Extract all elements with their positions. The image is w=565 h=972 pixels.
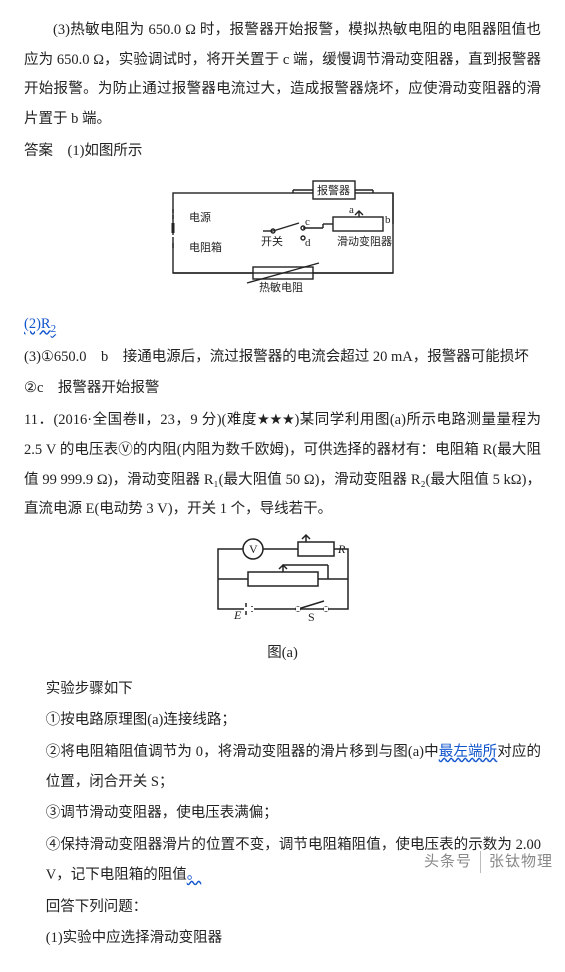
fig2-E: E [233, 608, 242, 621]
part-1: (1)实验中应选择滑动变阻器 [46, 924, 541, 954]
fig1-a: a [349, 204, 354, 216]
steps-intro: 实验步骤如下 [46, 675, 541, 705]
step-3: ③调节滑动变阻器，使电压表满偏； [46, 799, 541, 829]
q3-text: (3)热敏电阻为 650.0 Ω 时，报警器开始报警，模拟热敏电阻的电阻器阻值也… [24, 16, 541, 135]
fig1-switch-label: 开关 [261, 234, 283, 248]
fig1-b: b [385, 214, 391, 226]
answer-label: 答案 (1)如图所示 [24, 137, 541, 167]
answer-3-line1: (3)①650.0 b 接通电源后，流过报警器的电流会超过 20 mA，报警器可… [24, 343, 541, 373]
figure-2: V R E S [24, 531, 541, 633]
fig1-therm-label: 热敏电阻 [259, 280, 303, 293]
fig2-S: S [308, 610, 315, 621]
fig1-source-label: 电源 [189, 210, 211, 224]
fig1-d: d [305, 237, 311, 249]
figure-1: 报警器 电源 电阻箱 开关 滑动变阻器 热敏电阻 a b c d [24, 173, 541, 305]
watermark: 头条号张钛物理 [424, 847, 553, 878]
fig2-V: V [249, 542, 258, 556]
fig1-c: c [305, 216, 310, 228]
step-1: ①按电路原理图(a)连接线路； [46, 706, 541, 736]
answer-3-line2: ②c 报警器开始报警 [24, 374, 541, 404]
figure-2-caption: 图(a) [24, 639, 541, 669]
answer-2: (2)R2 [24, 310, 541, 340]
fig1-rbox-label: 电阻箱 [189, 240, 222, 254]
step-2: ②将电阻箱阻值调节为 0，将滑动变阻器的滑片移到与图(a)中最左端所对应的位置，… [46, 738, 541, 797]
fig2-R: R [337, 542, 346, 556]
steps-ask: 回答下列问题： [46, 893, 541, 923]
fig1-slider-label: 滑动变阻器 [337, 234, 392, 248]
fig1-alarm-label: 报警器 [317, 183, 350, 197]
q11-text: 11．(2016·全国卷Ⅱ，23，9 分)(难度★★★)某同学利用图(a)所示电… [24, 406, 541, 525]
